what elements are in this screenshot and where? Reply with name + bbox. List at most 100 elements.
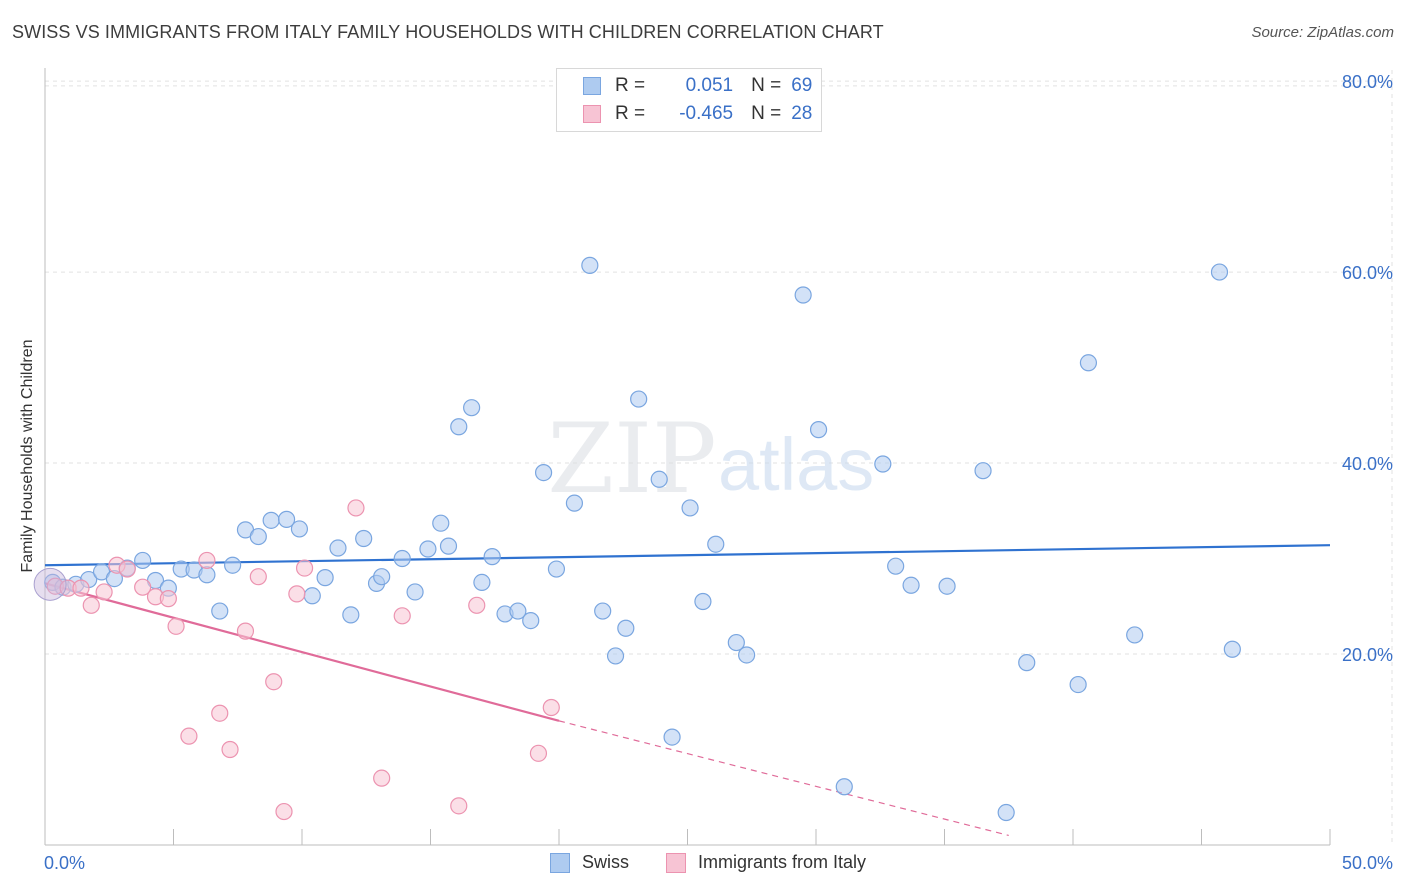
swiss-point — [342, 606, 360, 624]
swiss-point — [974, 462, 992, 480]
swiss-point — [809, 421, 828, 439]
italy-point — [450, 797, 468, 815]
italy-point — [393, 607, 411, 625]
italy-point — [265, 673, 283, 691]
italy-trend-line — [44, 582, 560, 722]
swiss-point — [406, 583, 424, 601]
italy-point — [529, 744, 548, 762]
legend-n-label: N = — [751, 103, 782, 124]
swiss-point — [450, 418, 468, 436]
legend-row-swiss: R = 0.051 N = 69 — [583, 75, 812, 97]
swiss-point — [290, 520, 309, 538]
y-tick-label: 20.0% — [1342, 645, 1393, 665]
trend-lines — [44, 544, 1331, 837]
swiss-point — [794, 286, 812, 304]
italy-point — [211, 704, 229, 722]
italy-point — [275, 802, 293, 821]
legend-n-label: N = — [751, 75, 782, 96]
swiss-point — [1126, 626, 1144, 644]
italy-point — [118, 560, 136, 578]
swiss-point — [522, 612, 540, 630]
italy-point — [167, 617, 185, 635]
swiss-point — [198, 566, 216, 584]
swiss-point — [1210, 263, 1229, 281]
x-tick-label: 50.0% — [1342, 853, 1393, 873]
series-swatch-swiss — [550, 852, 570, 873]
swiss-point — [694, 592, 712, 611]
swiss-point — [316, 569, 334, 587]
italy-point — [288, 585, 306, 603]
swiss-point — [211, 602, 229, 620]
italy-point — [198, 551, 216, 570]
swiss-point — [727, 633, 745, 652]
chart-title: SWISS VS IMMIGRANTS FROM ITALY FAMILY HO… — [12, 22, 884, 42]
swiss-point — [277, 510, 296, 528]
swiss-point — [707, 535, 725, 553]
swiss-point — [249, 527, 267, 546]
italy-point — [72, 579, 90, 597]
data-points — [33, 256, 1241, 822]
legend-row-italy: R = -0.465 N = 28 — [583, 103, 812, 125]
italy-point — [249, 568, 267, 586]
swiss-point — [224, 556, 242, 574]
swiss-point — [419, 540, 437, 558]
swiss-point — [509, 602, 527, 620]
swiss-point — [565, 494, 584, 512]
swiss-point — [874, 455, 892, 473]
swiss-point — [373, 568, 391, 586]
swiss-point — [134, 551, 152, 570]
legend-n-value: 28 — [791, 103, 813, 124]
swiss-point — [355, 529, 373, 548]
correlation-legend: R = 0.051 N = 69 R = -0.465 N = 28 — [556, 68, 822, 132]
watermark-atlas: atlas — [718, 423, 874, 506]
swiss-point — [630, 390, 648, 408]
y-tick-label: 40.0% — [1342, 454, 1393, 474]
swiss-point — [938, 577, 956, 595]
cluster-point — [33, 567, 67, 601]
italy-point — [542, 698, 560, 717]
italy-point — [373, 769, 391, 787]
series-label-swiss: Swiss — [582, 852, 630, 872]
italy-point — [236, 622, 255, 640]
y-tick-label: 60.0% — [1342, 263, 1393, 283]
italy-point — [468, 596, 486, 614]
x-tick-label: 0.0% — [44, 853, 85, 873]
axes — [44, 68, 1331, 846]
swiss-point — [606, 647, 625, 665]
swiss-point — [329, 539, 347, 557]
swiss-point — [473, 573, 491, 592]
swiss-point — [1223, 640, 1241, 658]
swiss-point — [594, 602, 612, 620]
italy-point — [180, 727, 198, 745]
legend-r-value: 0.051 — [685, 75, 734, 96]
swiss-point — [1069, 675, 1087, 694]
italy-trend-extension — [558, 720, 1009, 837]
italy-point — [134, 578, 152, 596]
swiss-point — [902, 576, 920, 594]
series-legend-italy: Immigrants from Italy — [666, 852, 866, 873]
swiss-point — [303, 587, 321, 605]
italy-point — [347, 499, 365, 517]
swiss-trend-line — [44, 544, 1331, 567]
italy-point — [221, 740, 239, 759]
swiss-point — [534, 463, 553, 482]
swiss-point — [1018, 654, 1036, 672]
swiss-point — [997, 803, 1015, 822]
italy-point — [295, 559, 314, 577]
swiss-point — [663, 728, 681, 746]
swiss-point — [738, 646, 756, 664]
swiss-point — [393, 549, 411, 568]
swiss-point — [547, 560, 566, 578]
swiss-point — [1079, 354, 1098, 372]
legend-n-value: 69 — [791, 75, 813, 96]
series-swatch-italy — [666, 852, 686, 873]
legend-swatch-swiss — [583, 77, 601, 95]
legend-r-label: R = — [615, 75, 646, 96]
swiss-point — [887, 557, 905, 575]
legend-r-label: R = — [615, 103, 646, 124]
series-legend-swiss: Swiss — [550, 852, 629, 873]
swiss-point — [262, 511, 280, 529]
legend-r-value: -0.465 — [679, 103, 734, 124]
swiss-point — [463, 399, 481, 417]
